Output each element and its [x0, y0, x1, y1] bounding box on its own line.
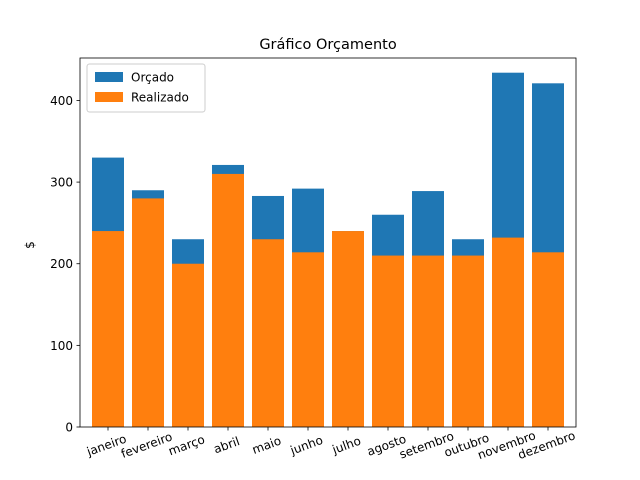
bar-realizado-janeiro: [92, 231, 124, 427]
bar-realizado-dezembro: [532, 252, 564, 427]
legend-label-realizado: Realizado: [131, 91, 189, 105]
bar-realizado-julho: [332, 231, 364, 427]
bars-layer: [92, 72, 564, 427]
bar-realizado-outubro: [452, 255, 484, 427]
bar-realizado-fevereiro: [132, 198, 164, 427]
legend: Orçado Realizado: [86, 63, 206, 113]
bar-realizado-setembro: [412, 255, 444, 427]
chart-title: Gráfico Orçamento: [259, 37, 397, 53]
bar-realizado-novembro: [492, 237, 524, 427]
bar-realizado-junho: [292, 252, 324, 427]
legend-swatch-realizado: [95, 92, 123, 102]
bar-realizado-maio: [252, 239, 284, 427]
bar-realizado-março: [172, 263, 204, 427]
y-tick-label: 200: [50, 257, 73, 271]
plot-frame: [79, 57, 577, 428]
y-tick-label: 0: [65, 421, 73, 435]
bar-realizado-agosto: [372, 255, 404, 427]
legend-label-orcado: Orçado: [131, 71, 174, 85]
bar-realizado-abril: [212, 173, 244, 427]
y-tick-label: 100: [50, 339, 73, 353]
y-tick-label: 400: [50, 94, 73, 108]
y-axis-label: $: [23, 241, 37, 249]
y-tick-label: 300: [50, 176, 73, 190]
legend-swatch-orcado: [95, 72, 123, 82]
